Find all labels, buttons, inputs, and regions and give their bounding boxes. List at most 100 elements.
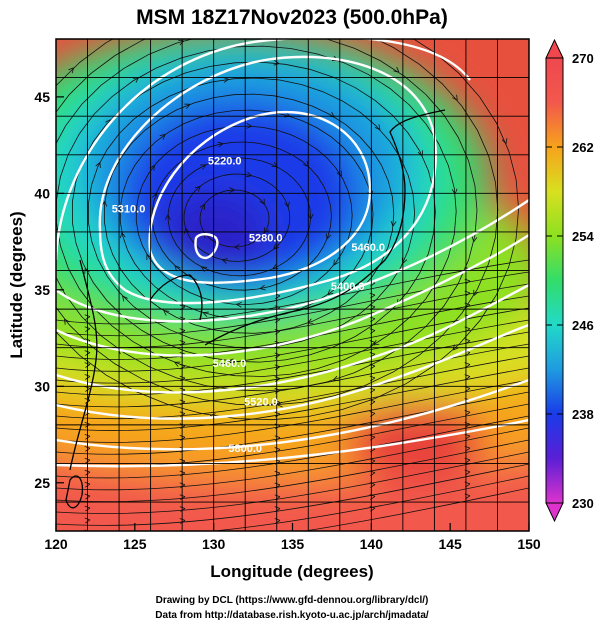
streamline-arrow <box>40 179 46 185</box>
streamline-arrow <box>159 134 166 140</box>
streamline-arrow <box>274 518 281 524</box>
streamline <box>135 125 353 305</box>
streamline-arrow <box>333 259 339 266</box>
x-tick-label: 120 <box>44 536 68 552</box>
streamline-arrow <box>163 310 170 316</box>
coastlines <box>65 109 446 509</box>
streamline <box>56 415 529 479</box>
streamline-arrow <box>274 376 281 382</box>
y-tick-label: 35 <box>34 282 50 298</box>
japan-coastline <box>204 109 446 346</box>
streamline <box>56 463 529 526</box>
temperature-field <box>56 39 529 531</box>
streamline-arrow <box>85 541 91 547</box>
contour-5460 <box>56 233 529 357</box>
taiwan-outline <box>65 475 84 509</box>
streamline-arrow <box>274 388 281 394</box>
streamline-arrow <box>274 399 281 406</box>
x-tick-label: 150 <box>517 536 541 552</box>
streamline <box>302 487 529 531</box>
contour-label: 5400.0 <box>331 281 365 293</box>
streamline <box>56 379 529 443</box>
y-tick-label: 30 <box>34 378 50 394</box>
colorbar-tick-label: 238 <box>572 407 594 422</box>
contour-label: 5280.0 <box>249 233 283 245</box>
streamline-arrow <box>274 411 281 418</box>
wind-streamlines <box>40 39 529 547</box>
streamline <box>104 93 395 334</box>
contour-5580 <box>56 323 529 420</box>
contour-label: 5800.0 <box>228 443 262 455</box>
streamline <box>199 189 270 248</box>
streamline-arrow <box>274 494 281 501</box>
streamline-arrow <box>122 295 128 302</box>
colorbar-tick-label: 246 <box>572 318 594 333</box>
x-axis-label: Longitude (degrees) <box>210 562 373 581</box>
streamline-arrow <box>390 220 397 227</box>
streamline <box>56 39 478 392</box>
streamline-arrow <box>164 214 171 221</box>
streamline-arrow <box>336 170 342 177</box>
contour-label: 5520.0 <box>244 397 278 409</box>
colorbar-tick-label: 230 <box>572 496 594 511</box>
streamline-arrow <box>452 94 458 101</box>
credit-line-2: Data from http://database.rish.kyoto-u.a… <box>155 610 429 621</box>
streamline-arrow <box>200 164 207 170</box>
x-tick-label: 130 <box>202 536 226 552</box>
streamline <box>56 451 529 514</box>
streamline-arrow <box>274 328 281 335</box>
x-tick-label: 125 <box>123 536 147 552</box>
streamline-arrow <box>325 233 332 240</box>
colorbar-tick-label: 254 <box>572 229 594 244</box>
streamline <box>56 427 529 491</box>
streamline-arrow <box>152 192 158 199</box>
x-tick-label: 140 <box>360 536 384 552</box>
streamline-arrow <box>234 244 240 250</box>
streamline-arrow <box>245 171 252 178</box>
streamline-arrow <box>259 198 265 205</box>
colorbar-tick-label: 270 <box>572 51 594 66</box>
streamline <box>72 61 436 363</box>
x-axis-ticks: 120 125 130 135 140 145 150 <box>44 523 541 552</box>
streamline <box>56 39 519 421</box>
streamline <box>211 475 529 531</box>
y-tick-label: 45 <box>34 89 50 105</box>
streamline-arrow <box>260 284 266 291</box>
streamline-arrow <box>274 470 281 477</box>
streamline <box>167 157 311 277</box>
streamline-arrow <box>274 352 281 359</box>
y-tick-label: 40 <box>34 185 50 201</box>
streamline-arrow <box>274 482 281 489</box>
streamline-arrow <box>222 258 228 264</box>
china-coastline <box>69 259 98 471</box>
colorbar-body <box>545 57 564 504</box>
colorbar-tick-label: 262 <box>572 140 594 155</box>
x-tick-label: 145 <box>438 536 462 552</box>
streamline-arrow <box>217 141 224 148</box>
contour-5220 <box>194 233 219 260</box>
korea-coastline <box>149 274 203 321</box>
colorbar-top-arrow <box>545 38 564 59</box>
streamline-arrow <box>184 103 191 109</box>
streamline <box>119 109 374 320</box>
x-tick-label: 135 <box>281 536 305 552</box>
contour-5280 <box>148 110 372 284</box>
contour-label: 5310.0 <box>112 204 146 216</box>
grid-lines <box>56 39 529 531</box>
streamline-arrow <box>284 201 290 208</box>
streamline-arrow <box>471 236 478 243</box>
chart-title: MSM 18Z17Nov2023 (500.0hPa) <box>136 6 448 29</box>
streamline-arrow <box>68 67 74 74</box>
colorbar-bottom-arrow <box>545 502 564 523</box>
contour-5700 <box>56 378 529 451</box>
streamline-arrow <box>274 364 281 371</box>
streamline-arrow <box>44 123 51 130</box>
streamline-arrow <box>274 447 281 453</box>
streamline-arrow <box>95 162 101 169</box>
y-tick-label: 25 <box>34 475 50 491</box>
streamline-arrow <box>174 361 181 367</box>
streamline-arrow <box>246 123 252 129</box>
y-axis-ticks: 25 30 35 40 45 <box>34 89 64 491</box>
